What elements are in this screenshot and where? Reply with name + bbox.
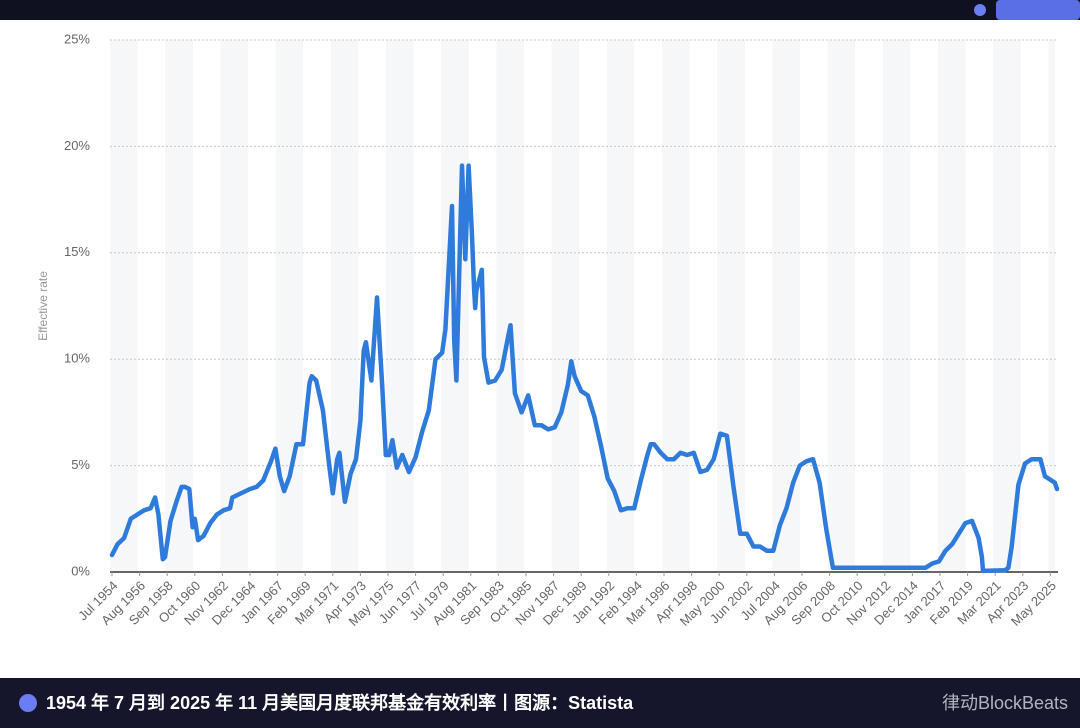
- band: [1048, 40, 1055, 572]
- band: [772, 40, 800, 572]
- band: [220, 40, 248, 572]
- band: [661, 40, 690, 572]
- top-button: [996, 0, 1080, 20]
- plot: [109, 39, 1060, 576]
- band: [937, 40, 966, 572]
- band: [993, 40, 1021, 572]
- y-tick-label: 25%: [64, 31, 90, 46]
- rate-line: [109, 163, 1060, 574]
- band: [827, 40, 856, 572]
- y-axis-title: Effective rate: [36, 271, 50, 341]
- y-tick-label: 5%: [71, 457, 90, 472]
- y-tick-label: 15%: [64, 244, 90, 259]
- band: [606, 40, 635, 572]
- band: [551, 40, 580, 572]
- y-tick-label: 20%: [64, 138, 90, 153]
- band: [110, 40, 138, 572]
- bands: [110, 40, 1055, 572]
- top-dot: [974, 4, 986, 16]
- caption-bar: [0, 678, 1080, 728]
- caption: 1954 年 7 月到 2025 年 11 月美国月度联邦基金有效利率丨图源：S…: [46, 692, 634, 713]
- band: [275, 40, 304, 572]
- band: [717, 40, 745, 572]
- y-tick-label: 0%: [71, 563, 90, 578]
- band: [385, 40, 414, 572]
- watermark: 律动BlockBeats: [942, 693, 1068, 713]
- band: [882, 40, 911, 572]
- y-tick-label: 10%: [64, 351, 90, 366]
- top-bar: [0, 0, 1080, 20]
- band: [496, 40, 524, 572]
- caption-dot: [19, 694, 37, 712]
- band: [165, 40, 193, 572]
